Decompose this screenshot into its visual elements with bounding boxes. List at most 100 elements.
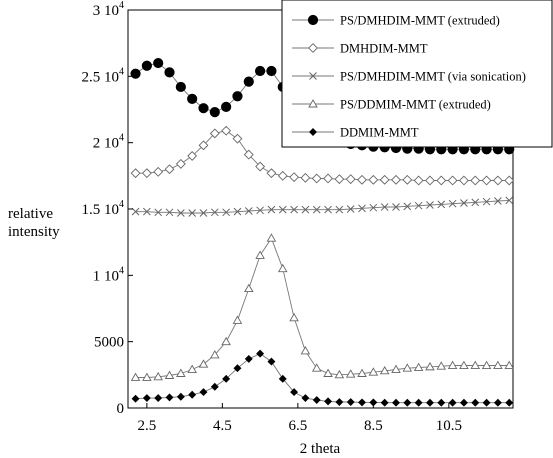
legend-entry: DMHDIM-MMT	[292, 42, 428, 56]
data-point	[379, 174, 390, 185]
data-point	[380, 203, 389, 211]
legend-entry: PS/DMHDIM-MMT (via sonication)	[292, 70, 526, 84]
ticks-layer: 2.5 4.5 6.5 8.5 10.5 0 5000 1 104 1.5 104 2 104 2.…	[82, 0, 462, 434]
data-point	[266, 233, 277, 242]
data-point	[198, 103, 209, 114]
data-point	[448, 199, 457, 208]
data-point	[470, 360, 481, 369]
data-point	[379, 365, 390, 375]
y-tick-label: 5000	[94, 335, 124, 351]
data-point	[414, 398, 423, 407]
data-point	[482, 197, 491, 206]
data-point	[165, 208, 174, 217]
data-point	[266, 168, 277, 179]
data-point	[187, 364, 197, 373]
legend-box	[281, 0, 553, 148]
data-point	[346, 398, 355, 406]
legend-entry: PS/DDMIM-MMT (extruded)	[292, 98, 491, 112]
legend-marker	[308, 99, 318, 108]
data-point	[290, 205, 298, 214]
data-point	[358, 204, 366, 213]
data-point	[492, 175, 503, 186]
data-point	[334, 174, 345, 185]
data-point	[198, 140, 209, 151]
data-point	[176, 209, 185, 217]
x-tick-label: 6.5	[288, 418, 307, 434]
data-point	[481, 360, 492, 369]
y-axis-label-line: relative	[8, 206, 53, 222]
data-point	[256, 206, 264, 215]
data-point	[210, 350, 220, 359]
data-point	[221, 101, 232, 112]
data-point	[209, 107, 220, 118]
data-point	[301, 205, 310, 214]
legend-label: DMHDIM-MMT	[340, 42, 428, 56]
data-point	[311, 363, 322, 372]
data-point	[504, 175, 515, 186]
data-point	[345, 369, 356, 378]
legend-entry: PS/DMHDIM-MMT (extruded)	[292, 14, 500, 28]
data-point	[334, 369, 345, 379]
data-point	[164, 164, 175, 175]
series-line	[135, 130, 510, 181]
data-point	[425, 361, 435, 371]
data-point	[266, 65, 277, 77]
data-point	[187, 150, 198, 161]
data-point	[413, 362, 424, 371]
y-tick-label: 1.5 104	[82, 199, 125, 218]
x-tick-label: 10.5	[436, 418, 462, 434]
data-point	[301, 394, 310, 403]
data-point	[243, 149, 254, 160]
series-line	[135, 199, 510, 214]
series-2	[130, 125, 515, 186]
data-point	[278, 205, 287, 214]
data-point	[493, 360, 503, 369]
series-4	[130, 233, 515, 381]
data-point	[426, 201, 434, 209]
legend-entry: DDMIM-MMT	[292, 126, 419, 140]
data-point	[130, 68, 141, 79]
data-point	[494, 197, 502, 205]
data-point	[413, 175, 424, 186]
data-point	[243, 76, 254, 87]
data-point	[188, 209, 197, 217]
data-point	[505, 398, 514, 407]
x-tick-label: 8.5	[364, 418, 383, 434]
data-point	[153, 57, 164, 69]
data-point	[447, 175, 458, 186]
data-point	[425, 175, 435, 186]
data-point	[290, 388, 299, 397]
data-point	[458, 175, 469, 186]
data-point	[392, 203, 400, 211]
legend-marker	[308, 43, 318, 53]
data-point	[210, 382, 219, 391]
data-point	[312, 396, 321, 405]
data-point	[437, 398, 446, 407]
data-point	[153, 166, 164, 177]
data-point	[289, 312, 299, 322]
data-point	[391, 364, 401, 373]
data-point	[143, 207, 151, 216]
data-point	[277, 170, 288, 181]
data-point	[471, 398, 480, 407]
data-point	[244, 283, 254, 293]
data-point	[131, 394, 140, 403]
data-point	[505, 196, 514, 205]
series-line	[135, 237, 510, 378]
data-point	[142, 394, 151, 403]
data-point	[357, 174, 367, 185]
data-point	[403, 398, 412, 407]
data-point	[323, 173, 333, 184]
data-point	[300, 346, 311, 355]
data-point	[403, 202, 412, 211]
data-point	[368, 367, 379, 376]
data-point	[358, 398, 366, 407]
data-point	[187, 93, 198, 104]
data-point	[154, 394, 163, 403]
data-point	[300, 172, 311, 183]
data-point	[459, 398, 468, 407]
data-point	[209, 128, 220, 139]
data-point	[244, 207, 253, 215]
y-tick-label: 2 104	[93, 133, 124, 152]
